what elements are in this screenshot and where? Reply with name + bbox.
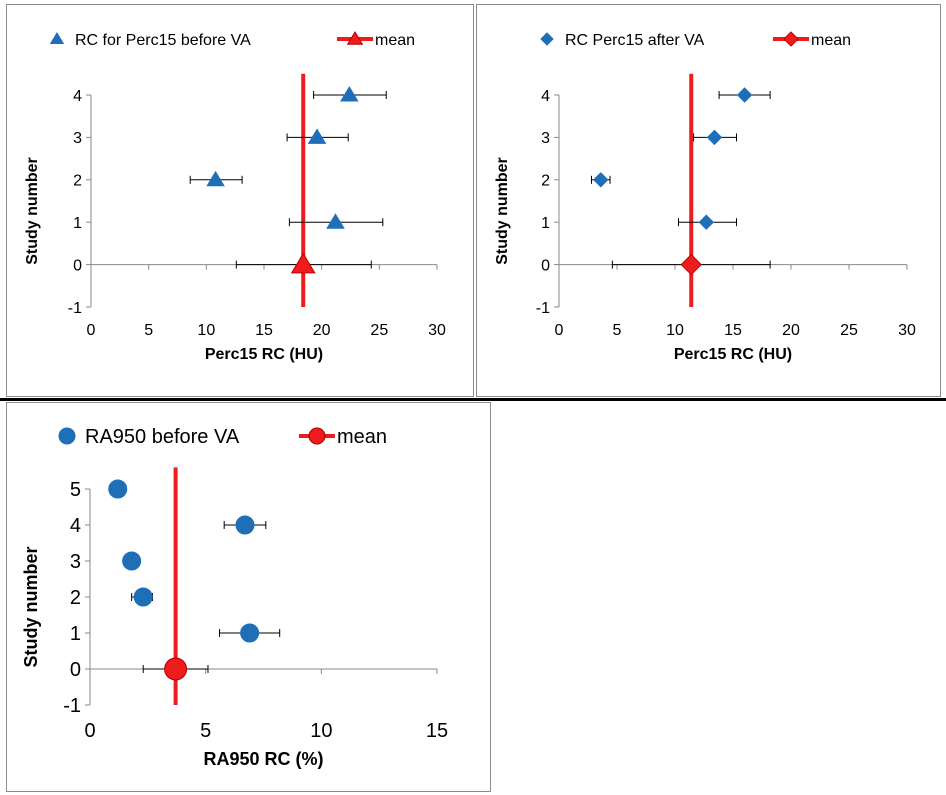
y-tick-label: 0 [541,257,550,274]
y-tick-label: 1 [70,623,81,645]
legend-label: RC Perc15 after VA [565,32,705,49]
legend-marker [540,32,554,46]
chart-panel-perc15-before-va: -1 0 1 2 3 4 0 5 10 15 20 25 30 Perc15 RC (HU) Study n… [6,4,474,397]
data-point [326,213,345,229]
x-tick-label: 0 [84,720,95,742]
data-point [235,515,255,535]
y-axis-title: Study number [21,546,41,667]
data-point [698,214,715,230]
y-tick-label: 1 [73,215,82,232]
legend-label: RC for Perc15 before VA [75,32,251,49]
y-tick-label: -1 [63,695,81,717]
y-tick-label: 2 [70,587,81,609]
x-tick-label: 25 [370,322,388,339]
y-tick-label: 4 [73,88,82,105]
x-tick-label: 20 [782,322,800,339]
panel-divider [0,398,946,401]
y-tick-label: 4 [541,88,550,105]
chart-panel-perc15-after-va: -1 0 1 2 3 4 0 5 10 15 20 25 30 Perc15 RC (HU) Study n… [476,4,941,397]
legend-marker [49,32,65,44]
y-tick-label: 2 [541,173,550,190]
chart-perc15-before-va: -1 0 1 2 3 4 0 5 10 15 20 25 30 Perc15 RC (HU) Study n… [24,31,446,363]
x-tick-label: 0 [87,322,96,339]
y-tick-label: 0 [73,257,82,274]
x-tick-label: 5 [200,720,211,742]
x-tick-label: 25 [840,322,858,339]
x-tick-label: 10 [310,720,332,742]
data-point [736,87,753,103]
x-tick-label: 30 [898,322,916,339]
data-point [206,170,225,187]
x-tick-label: 10 [666,322,684,339]
data-point [240,623,260,643]
data-point [122,551,142,571]
chart-panel-ra950-before-va: -1 0 1 2 3 4 5 0 5 10 15 RA950 RC (%) Study number RA… [6,402,491,792]
y-axis-title: Study number [494,157,511,265]
legend-marker [783,31,799,47]
mean-point [164,657,188,681]
legend-marker [308,427,326,445]
y-tick-label: 1 [541,215,550,232]
data-point [340,86,359,102]
legend-marker [58,427,76,445]
data-point [108,479,128,499]
legend-label: RA950 before VA [85,426,240,448]
x-tick-label: 0 [555,322,564,339]
y-tick-label: 5 [70,479,81,501]
x-tick-label: 15 [724,322,742,339]
y-tick-label: -1 [68,300,82,317]
x-tick-label: 20 [313,322,331,339]
legend-marker [346,31,364,45]
x-tick-label: 15 [255,322,273,339]
y-axis-title: Study number [24,157,41,265]
y-tick-label: 3 [70,551,81,573]
x-tick-label: 30 [428,322,446,339]
mean-point [680,253,702,276]
data-point [133,587,153,607]
data-point [593,172,609,188]
y-tick-label: 0 [70,659,81,681]
y-tick-label: 3 [73,130,82,147]
legend-label: mean [375,32,415,49]
y-tick-label: 4 [70,515,81,537]
legend-label: mean [811,32,851,49]
x-axis-title: Perc15 RC (HU) [674,346,792,363]
mean-point [290,252,316,274]
data-point [307,128,327,144]
y-tick-label: 3 [541,130,550,147]
x-tick-label: 5 [613,322,622,339]
x-axis-title: RA950 RC (%) [203,749,323,769]
x-tick-label: 5 [144,322,153,339]
data-point [706,129,723,146]
legend-label: mean [337,426,387,448]
x-tick-label: 15 [426,720,448,742]
y-tick-label: -1 [536,300,550,317]
y-tick-label: 2 [73,173,82,190]
chart-perc15-after-va: -1 0 1 2 3 4 0 5 10 15 20 25 30 Perc15 RC (HU) Study n… [494,31,916,363]
x-axis-title: Perc15 RC (HU) [205,346,323,363]
x-tick-label: 10 [197,322,215,339]
